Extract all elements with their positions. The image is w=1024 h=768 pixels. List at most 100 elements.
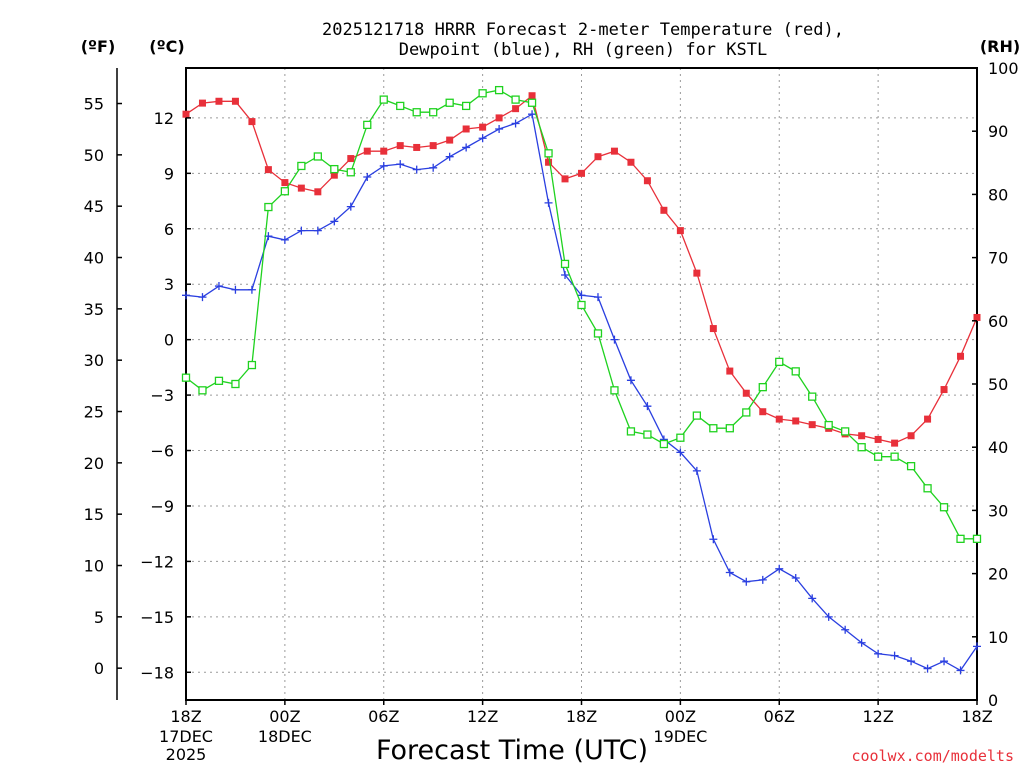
dewpoint-point bbox=[857, 638, 866, 647]
rh-point bbox=[396, 101, 405, 111]
fahrenheit-tick-label: 40 bbox=[84, 249, 104, 268]
x-axis-title: Forecast Time (UTC) bbox=[376, 735, 648, 766]
dewpoint-point bbox=[808, 594, 817, 603]
dewpoint-point bbox=[280, 235, 289, 244]
dewpoint-point bbox=[791, 574, 800, 583]
temperature-point bbox=[347, 155, 355, 163]
temperature-point bbox=[198, 99, 206, 107]
rh-point bbox=[181, 373, 191, 382]
temperature-point bbox=[462, 125, 470, 133]
dewpoint-point bbox=[511, 119, 520, 128]
temperature-point bbox=[594, 153, 602, 161]
temperature-point bbox=[924, 415, 932, 423]
dewpoint-point bbox=[874, 649, 883, 658]
dewpoint-point bbox=[907, 657, 916, 666]
x-tick-date-label: 19DEC bbox=[653, 727, 707, 746]
rh-point bbox=[214, 376, 224, 385]
dewpoint-point bbox=[577, 291, 586, 300]
rh-point bbox=[478, 89, 487, 98]
credit-link[interactable]: coolwx.com/modelts bbox=[851, 747, 1014, 765]
x-tick-label: 12Z bbox=[862, 707, 893, 726]
dewpoint-point bbox=[445, 152, 454, 161]
dewpoint-point bbox=[495, 124, 504, 133]
rh-point bbox=[742, 408, 751, 417]
dewpoint-point bbox=[593, 293, 602, 302]
rh-point bbox=[330, 164, 339, 174]
celsius-tick-label: 6 bbox=[164, 220, 174, 239]
rh-point bbox=[659, 439, 669, 449]
rh-point bbox=[643, 430, 652, 439]
temperature-point bbox=[907, 432, 915, 440]
rh-point bbox=[692, 411, 702, 420]
dewpoint-point bbox=[544, 198, 553, 207]
rh-point bbox=[412, 108, 421, 117]
celsius-tick-label: 0 bbox=[164, 331, 174, 350]
rh-point bbox=[956, 534, 965, 543]
fahrenheit-tick-label: 35 bbox=[84, 300, 104, 319]
temperature-point bbox=[709, 325, 717, 333]
dewpoint-point bbox=[973, 642, 981, 651]
dewpoint-point bbox=[709, 535, 718, 544]
rh-point bbox=[231, 379, 240, 389]
dewpoint-point bbox=[626, 376, 635, 385]
x-tick-year-label: 2025 bbox=[166, 745, 207, 764]
x-tick-label: 06Z bbox=[368, 707, 399, 726]
x-tick-label: 12Z bbox=[467, 707, 498, 726]
dewpoint-point bbox=[890, 651, 899, 660]
temperature-point bbox=[693, 269, 701, 277]
dewpoint-point bbox=[313, 226, 322, 235]
dewpoint-point bbox=[297, 226, 306, 235]
rh-tick-label: 100 bbox=[988, 59, 1019, 78]
chart-title-line2: Dewpoint (blue), RH (green) for KSTL bbox=[399, 40, 767, 60]
rh-tick-label: 30 bbox=[988, 501, 1008, 520]
temperature-point bbox=[940, 386, 948, 394]
dewpoint-point bbox=[231, 285, 240, 294]
rh-point bbox=[906, 462, 916, 471]
fahrenheit-tick-label: 45 bbox=[84, 197, 104, 216]
dewpoint-point bbox=[363, 173, 372, 182]
temperature-point bbox=[182, 110, 190, 118]
temperature-point bbox=[479, 123, 487, 131]
rh-tick-label: 80 bbox=[988, 185, 1008, 204]
x-tick-label: 06Z bbox=[764, 707, 795, 726]
rh-point bbox=[593, 329, 603, 338]
rh-point bbox=[626, 427, 636, 436]
dewpoint-point bbox=[396, 160, 405, 169]
rh-point bbox=[363, 120, 372, 130]
celsius-tick-label: 9 bbox=[164, 164, 174, 183]
rh-point bbox=[709, 424, 718, 433]
fahrenheit-tick-label: 55 bbox=[84, 95, 104, 114]
temperature-point bbox=[264, 166, 272, 174]
temperature-point bbox=[231, 97, 239, 105]
dewpoint-point bbox=[330, 217, 339, 226]
temperature-point bbox=[660, 206, 668, 214]
fahrenheit-tick-label: 25 bbox=[84, 403, 104, 422]
rh-point bbox=[511, 95, 520, 104]
rh-point bbox=[873, 452, 883, 461]
rh-point bbox=[297, 161, 306, 171]
celsius-tick-label: −9 bbox=[150, 497, 174, 516]
chart-title-line1: 2025121718 HRRR Forecast 2-meter Tempera… bbox=[322, 20, 844, 40]
rh-point bbox=[198, 386, 207, 395]
rh-point bbox=[445, 98, 454, 107]
celsius-tick-label: −15 bbox=[140, 608, 174, 627]
rh-unit-label: (RH) bbox=[980, 37, 1020, 56]
dewpoint-point bbox=[429, 163, 438, 172]
temperature-point bbox=[281, 179, 289, 187]
dewpoint-point bbox=[561, 270, 570, 279]
rh-tick-label: 40 bbox=[988, 438, 1008, 457]
temperature-point bbox=[413, 143, 421, 151]
dewpoint-point bbox=[725, 568, 734, 577]
dewpoint-point bbox=[940, 657, 949, 666]
temperature-point bbox=[610, 147, 618, 155]
fahrenheit-tick-label: 0 bbox=[94, 659, 104, 678]
temperature-point bbox=[957, 352, 965, 360]
celsius-tick-label: 3 bbox=[164, 275, 174, 294]
rh-point bbox=[429, 108, 438, 117]
temperature-point bbox=[297, 184, 305, 192]
dewpoint-point bbox=[478, 134, 487, 143]
rh-point bbox=[758, 383, 767, 392]
temperature-point bbox=[874, 435, 882, 443]
